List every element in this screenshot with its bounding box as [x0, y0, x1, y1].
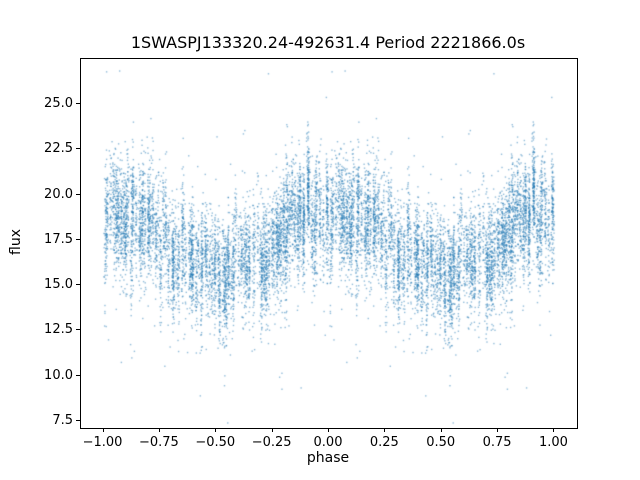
y-tick-label: 15.0	[44, 277, 73, 293]
y-tick-label: 20.0	[44, 186, 73, 202]
y-tick-label: 22.5	[44, 141, 73, 157]
y-tick-label: 25.0	[44, 96, 73, 112]
x-tick-mark	[102, 428, 104, 432]
x-tick-mark	[158, 428, 160, 432]
x-tick-label: 0.00	[313, 435, 343, 450]
x-tick-label: −0.25	[251, 435, 292, 450]
x-tick-mark	[328, 428, 329, 432]
y-tick-label: 12.5	[44, 322, 73, 338]
plot-area	[80, 58, 578, 429]
y-tick-mark	[76, 103, 80, 105]
chart-title: 1SWASPJ133320.24-492631.4 Period 2221866…	[130, 33, 526, 52]
y-tick-mark	[76, 374, 80, 376]
x-tick-mark	[497, 428, 499, 432]
y-tick-label: 17.5	[44, 231, 73, 247]
x-tick-label: −0.75	[138, 435, 179, 450]
x-tick-label: 0.75	[482, 435, 512, 450]
y-tick-label: 7.5	[52, 412, 73, 428]
x-tick-mark	[553, 428, 555, 432]
y-tick-mark	[76, 238, 80, 240]
scatter-canvas	[81, 59, 577, 428]
x-axis-label: phase	[306, 450, 350, 466]
y-tick-mark	[76, 419, 80, 421]
y-tick-label: 10.0	[44, 367, 73, 383]
x-tick-label: 0.25	[369, 435, 399, 450]
y-axis-label: flux	[8, 229, 24, 255]
x-tick-label: 1.00	[538, 435, 568, 450]
x-tick-mark	[271, 428, 273, 432]
y-tick-mark	[76, 193, 80, 195]
y-tick-mark	[76, 329, 80, 331]
x-tick-label: −0.50	[195, 435, 236, 450]
y-tick-mark	[76, 284, 80, 286]
y-tick-mark	[76, 148, 80, 150]
x-tick-mark	[440, 428, 442, 432]
x-tick-label: 0.50	[426, 435, 456, 450]
x-tick-mark	[215, 428, 217, 432]
x-tick-label: −1.00	[82, 435, 123, 450]
x-tick-mark	[384, 428, 386, 432]
